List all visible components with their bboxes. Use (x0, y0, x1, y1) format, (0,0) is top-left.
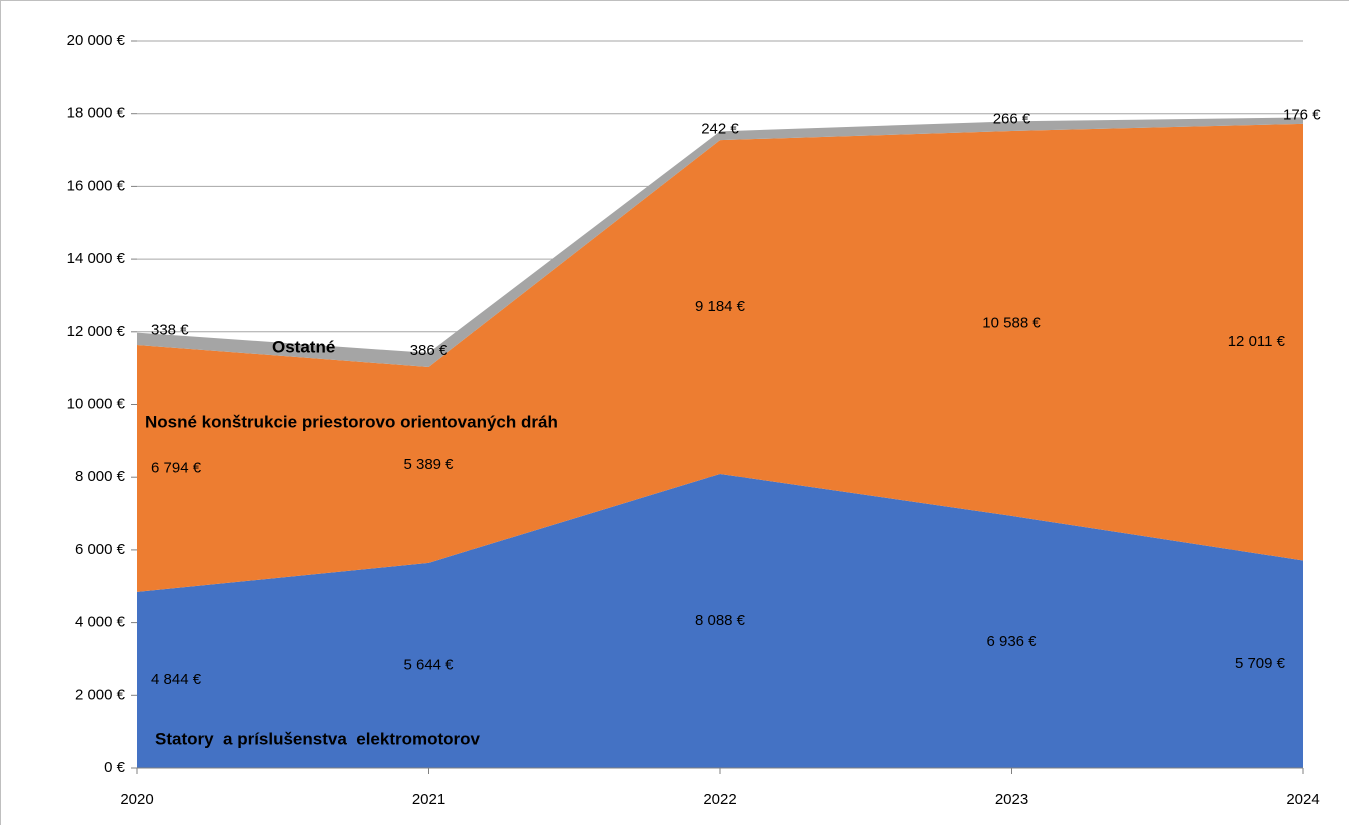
y-tick-label: 0 € (104, 759, 126, 776)
value-label: 9 184 € (695, 298, 746, 315)
y-tick-label: 16 000 € (67, 177, 126, 194)
area (137, 117, 1303, 367)
value-label: 266 € (993, 110, 1031, 127)
value-label: 5 389 € (403, 456, 454, 473)
area (137, 123, 1303, 592)
y-tick-label: 8 000 € (75, 468, 126, 485)
value-label: 5 709 € (1235, 655, 1286, 672)
x-tick-label: 2020 (120, 791, 153, 808)
y-tick-label: 18 000 € (67, 105, 126, 122)
series-label: Statory a príslušenstva elektromotorov (155, 729, 481, 748)
value-label: 6 794 € (151, 459, 202, 476)
x-tick-label: 2021 (412, 791, 445, 808)
y-tick-label: 4 000 € (75, 614, 126, 631)
area (137, 474, 1303, 768)
value-label: 6 936 € (986, 633, 1037, 650)
x-tick-label: 2022 (703, 791, 736, 808)
y-tick-label: 12 000 € (67, 323, 126, 340)
y-tick-label: 14 000 € (67, 250, 126, 267)
value-label: 386 € (410, 342, 448, 359)
y-tick-label: 2 000 € (75, 686, 126, 703)
value-label: 5 644 € (403, 656, 454, 673)
series-label: Ostatné (272, 337, 335, 356)
value-label: 4 844 € (151, 671, 202, 688)
x-tick-label: 2023 (995, 791, 1028, 808)
value-label: 8 088 € (695, 612, 746, 629)
value-label: 242 € (701, 120, 739, 137)
value-label: 176 € (1283, 106, 1321, 123)
series-label: Nosné konštrukcie priestorovo orientovan… (145, 412, 558, 431)
value-label: 10 588 € (982, 314, 1041, 331)
value-label: 338 € (151, 322, 189, 339)
y-tick-label: 20 000 € (67, 32, 126, 49)
x-tick-label: 2024 (1286, 791, 1319, 808)
y-tick-label: 10 000 € (67, 395, 126, 412)
value-label: 12 011 € (1228, 333, 1286, 350)
y-tick-label: 6 000 € (75, 541, 126, 558)
